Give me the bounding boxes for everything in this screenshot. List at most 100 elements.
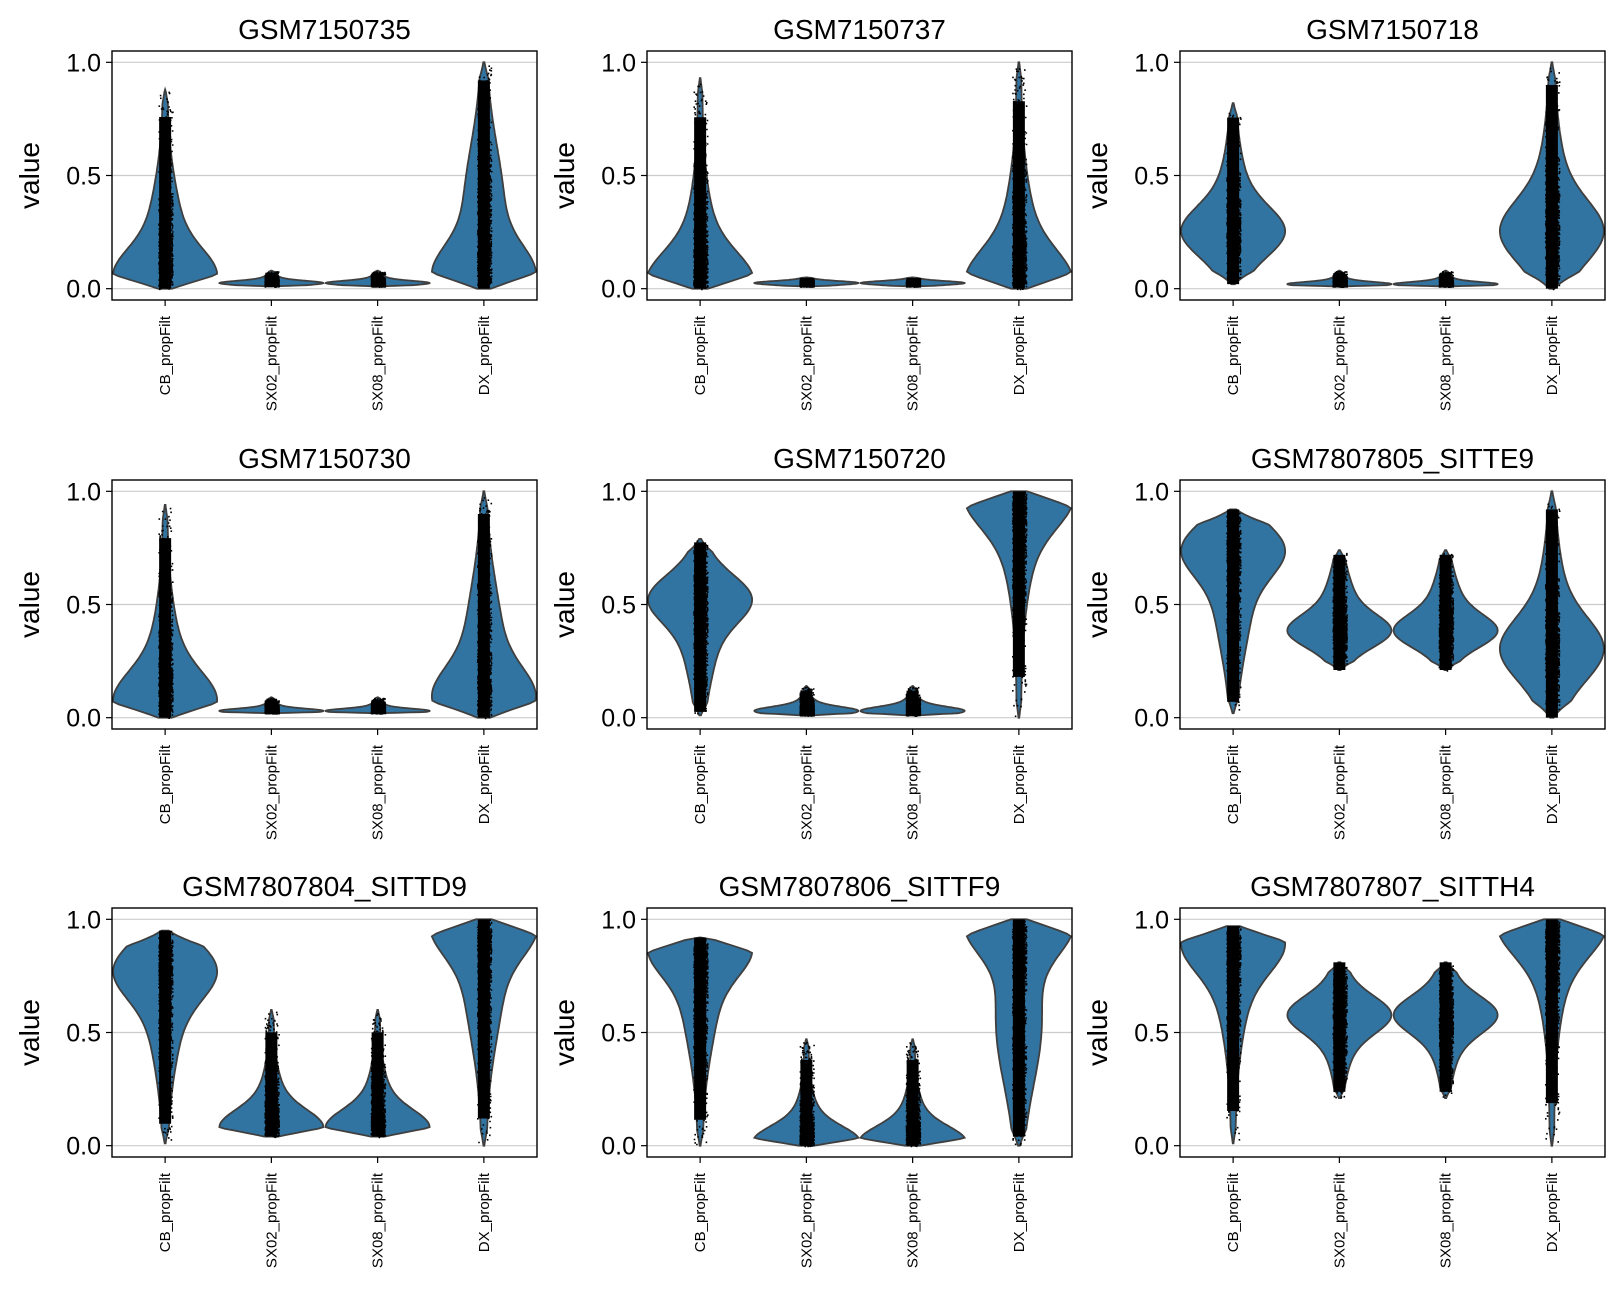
ytick-label: 0.0: [601, 705, 636, 733]
panel-title: GSM7807807_SITTH4: [1250, 871, 1535, 902]
violin-points: [1544, 503, 1561, 718]
strip-core: [906, 690, 919, 716]
y-axis-label: value: [1082, 999, 1113, 1066]
xtick-label: SX02_propFilt: [263, 744, 280, 840]
xtick-label: SX02_propFilt: [263, 315, 280, 411]
xtick-label: CB_propFilt: [157, 744, 174, 824]
xtick-label: SX08_propFilt: [905, 1172, 922, 1268]
strip-core: [265, 699, 278, 714]
panel-title: GSM7150720: [773, 443, 946, 474]
ytick-label: 0.0: [1134, 705, 1169, 733]
xtick-label: CB_propFilt: [692, 1172, 709, 1252]
y-axis-label: value: [549, 142, 580, 209]
xtick-label: SX02_propFilt: [798, 315, 815, 411]
y-axis-label: value: [549, 999, 580, 1066]
panel-title: GSM7150730: [238, 443, 411, 474]
violin-points: [476, 497, 493, 720]
strip-core: [371, 1032, 384, 1137]
xtick-label: CB_propFilt: [692, 315, 709, 395]
violin-points: [370, 271, 387, 288]
strip-core: [265, 272, 278, 287]
strip-core: [1545, 509, 1558, 718]
violin-points: [799, 686, 815, 717]
strip-core: [477, 80, 490, 289]
violin-points: [158, 507, 174, 719]
ytick-label: 0.0: [66, 705, 101, 733]
strip-core: [694, 937, 707, 1120]
y-axis-label: value: [14, 571, 45, 638]
xtick-label: DX_propFilt: [1544, 1172, 1561, 1252]
violin-points: [264, 697, 280, 715]
ytick-label: 1.0: [1134, 906, 1169, 934]
violin-points: [1011, 491, 1028, 718]
ytick-label: 0.5: [601, 1020, 636, 1048]
strip-core: [1545, 84, 1558, 289]
strip-core: [800, 1059, 813, 1146]
strip-core: [694, 542, 707, 712]
xtick-label: SX08_propFilt: [370, 315, 387, 411]
ytick-label: 0.0: [1134, 276, 1169, 304]
ytick-label: 0.0: [66, 276, 101, 304]
violin-points: [264, 1011, 280, 1139]
panel: 0.0 0.5 1.0 CB_propFilt SX02_propFilt SX08_pr…: [549, 443, 1073, 840]
xtick-label: SX02_propFilt: [263, 1172, 280, 1268]
strip-core: [1439, 554, 1452, 671]
violin-points: [1332, 552, 1348, 671]
violin-points: [905, 686, 922, 717]
panel: 0.0 0.5 1.0 CB_propFilt SX02_propFilt SX08_pr…: [1082, 14, 1606, 411]
strip-core: [1227, 509, 1240, 702]
xtick-label: SX08_propFilt: [370, 744, 387, 840]
violin-points: [1226, 112, 1242, 285]
strip-core: [1333, 962, 1346, 1092]
xtick-label: SX02_propFilt: [1331, 1172, 1348, 1268]
ytick-label: 1.0: [601, 906, 636, 934]
ytick-label: 0.5: [66, 592, 101, 620]
xtick-label: DX_propFilt: [476, 1172, 493, 1252]
strip-core: [1012, 491, 1025, 677]
ytick-label: 0.5: [66, 163, 101, 191]
strip-core: [1545, 919, 1558, 1104]
strip-core: [906, 277, 919, 287]
violin-points: [158, 930, 174, 1141]
ytick-label: 0.0: [601, 276, 636, 304]
strip-core: [159, 930, 172, 1124]
ytick-label: 0.5: [601, 163, 636, 191]
xtick-label: CB_propFilt: [1225, 1172, 1242, 1252]
xtick-label: DX_propFilt: [1011, 315, 1028, 395]
violin-points: [1544, 67, 1561, 291]
violin-points: [264, 271, 280, 288]
panel: 0.0 0.5 1.0 CB_propFilt SX02_propFilt SX08_pr…: [14, 443, 538, 840]
xtick-label: DX_propFilt: [1544, 315, 1561, 395]
strip-core: [371, 272, 384, 287]
panel-title: GSM7150735: [238, 14, 411, 45]
violin-points: [799, 277, 815, 288]
violin-points: [905, 1042, 922, 1148]
violin-points: [1332, 271, 1348, 288]
panel: 0.0 0.5 1.0 CB_propFilt SX02_propFilt SX08_pr…: [1082, 871, 1606, 1268]
strip-core: [159, 538, 172, 718]
y-axis-label: value: [14, 142, 45, 209]
xtick-label: DX_propFilt: [476, 315, 493, 395]
xtick-label: SX02_propFilt: [1331, 744, 1348, 840]
strip-core: [800, 690, 813, 716]
xtick-label: CB_propFilt: [157, 315, 174, 395]
xtick-label: CB_propFilt: [1225, 744, 1242, 824]
violin-points: [370, 697, 387, 715]
ytick-label: 0.5: [1134, 1020, 1169, 1048]
ytick-label: 0.0: [1134, 1133, 1169, 1161]
xtick-label: SX02_propFilt: [1331, 315, 1348, 411]
violin-points: [1332, 962, 1348, 1099]
violin-points: [1438, 553, 1455, 672]
violin-points: [693, 83, 709, 291]
panel: 0.0 0.5 1.0 CB_propFilt SX02_propFilt SX08_pr…: [1082, 443, 1606, 840]
y-axis-label: value: [1082, 142, 1113, 209]
ytick-label: 1.0: [66, 478, 101, 506]
violin-points: [1544, 919, 1561, 1143]
panel-title: GSM7150737: [773, 14, 946, 45]
strip-core: [1333, 554, 1346, 671]
violin-points: [1226, 926, 1242, 1141]
violin-points: [158, 91, 174, 291]
xtick-label: DX_propFilt: [1011, 744, 1028, 824]
violin-points: [799, 1042, 815, 1148]
